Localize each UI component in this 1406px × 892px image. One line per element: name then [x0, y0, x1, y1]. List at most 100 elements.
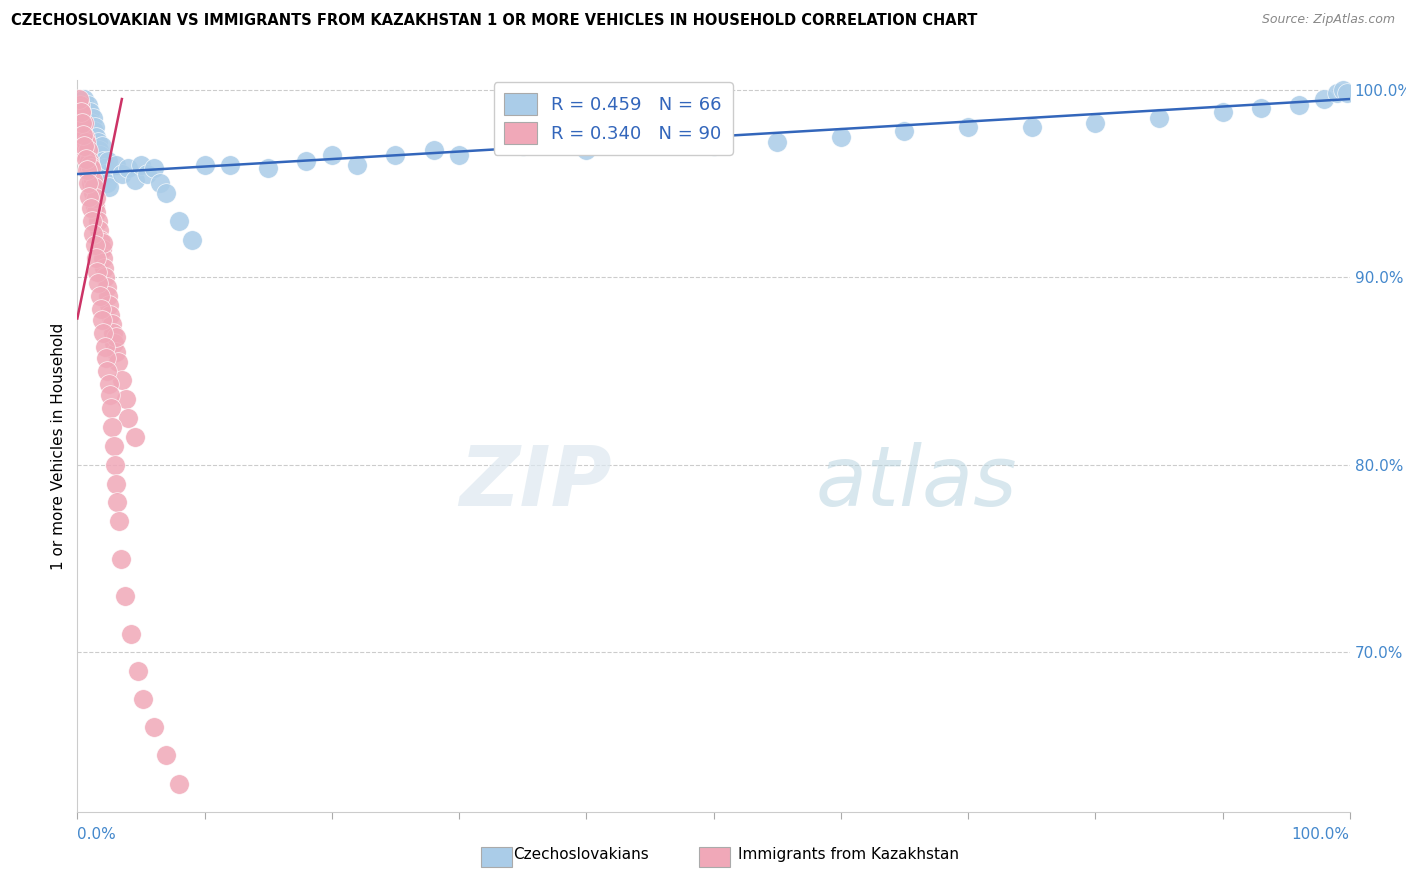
Point	[83, 238, 105, 252]
Point	[575, 143, 598, 157]
Point	[93, 260, 115, 275]
Point	[149, 177, 172, 191]
Text: 0.0%: 0.0%	[77, 827, 117, 842]
Point	[86, 214, 108, 228]
Point	[703, 139, 725, 153]
Point	[110, 551, 132, 566]
Point	[96, 279, 118, 293]
Point	[142, 720, 165, 734]
Point	[86, 129, 108, 144]
Point	[180, 233, 202, 247]
Point	[1313, 92, 1336, 106]
Point	[76, 163, 98, 178]
Point	[69, 97, 91, 112]
Point	[104, 158, 127, 172]
Point	[194, 158, 217, 172]
Point	[100, 308, 122, 322]
Point	[89, 233, 111, 247]
Point	[90, 139, 112, 153]
Point	[1250, 102, 1272, 116]
Point	[73, 111, 96, 125]
Point	[80, 116, 103, 130]
Point	[117, 410, 139, 425]
Point	[127, 664, 149, 678]
Point	[73, 116, 96, 130]
Point	[93, 161, 115, 176]
Point	[87, 276, 110, 290]
Point	[104, 330, 127, 344]
Point	[107, 495, 129, 509]
Point	[82, 186, 104, 200]
Point	[1326, 87, 1348, 101]
Point	[97, 377, 120, 392]
Point	[67, 92, 90, 106]
Point	[957, 120, 980, 135]
Point	[100, 317, 122, 331]
Point	[79, 167, 101, 181]
Point	[101, 326, 124, 341]
Point	[98, 180, 121, 194]
Point	[77, 153, 100, 168]
Point	[1331, 83, 1354, 97]
Point	[75, 105, 97, 120]
Point	[257, 161, 280, 176]
Point	[219, 158, 242, 172]
Point	[79, 189, 101, 203]
Point	[346, 158, 368, 172]
Point	[98, 298, 121, 312]
Point	[80, 177, 103, 191]
Point	[80, 214, 103, 228]
Point	[77, 120, 100, 135]
Text: Immigrants from Kazakhstan: Immigrants from Kazakhstan	[738, 847, 959, 862]
Point	[70, 111, 93, 125]
Point	[87, 223, 110, 237]
Point	[1336, 87, 1358, 101]
Point	[76, 97, 98, 112]
Point	[86, 204, 108, 219]
Point	[512, 139, 534, 153]
Text: CZECHOSLOVAKIAN VS IMMIGRANTS FROM KAZAKHSTAN 1 OR MORE VEHICLES IN HOUSEHOLD CO: CZECHOSLOVAKIAN VS IMMIGRANTS FROM KAZAK…	[11, 13, 977, 29]
Point	[103, 335, 125, 350]
Point	[72, 120, 94, 135]
Point	[124, 172, 146, 186]
Point	[384, 148, 406, 162]
Point	[91, 236, 114, 251]
Point	[86, 135, 108, 149]
Point	[79, 105, 101, 120]
Point	[69, 102, 91, 116]
Point	[70, 116, 93, 130]
Point	[83, 180, 105, 194]
Point	[111, 373, 134, 387]
Point	[79, 158, 101, 172]
Point	[82, 111, 104, 125]
Point	[76, 111, 98, 125]
Point	[101, 420, 124, 434]
Point	[98, 388, 121, 402]
Point	[86, 264, 108, 278]
Point	[90, 242, 112, 256]
Point	[94, 351, 117, 365]
Point	[136, 167, 159, 181]
Point	[91, 252, 114, 266]
Legend: R = 0.459   N = 66, R = 0.340   N = 90: R = 0.459 N = 66, R = 0.340 N = 90	[494, 82, 733, 155]
Point	[73, 143, 96, 157]
Point	[84, 252, 107, 266]
Point	[422, 143, 444, 157]
Point	[449, 148, 471, 162]
Point	[91, 313, 114, 327]
Point	[97, 153, 120, 168]
Text: Source: ZipAtlas.com: Source: ZipAtlas.com	[1261, 13, 1395, 27]
Point	[117, 161, 139, 176]
Point	[73, 120, 96, 135]
Point	[96, 177, 118, 191]
Point	[73, 102, 96, 116]
Point	[107, 514, 129, 528]
Point	[766, 135, 789, 149]
Point	[75, 148, 97, 162]
Point	[124, 429, 146, 443]
Point	[1147, 111, 1170, 125]
Point	[89, 289, 111, 303]
Point	[82, 227, 104, 241]
Point	[94, 167, 117, 181]
Point	[77, 161, 100, 176]
